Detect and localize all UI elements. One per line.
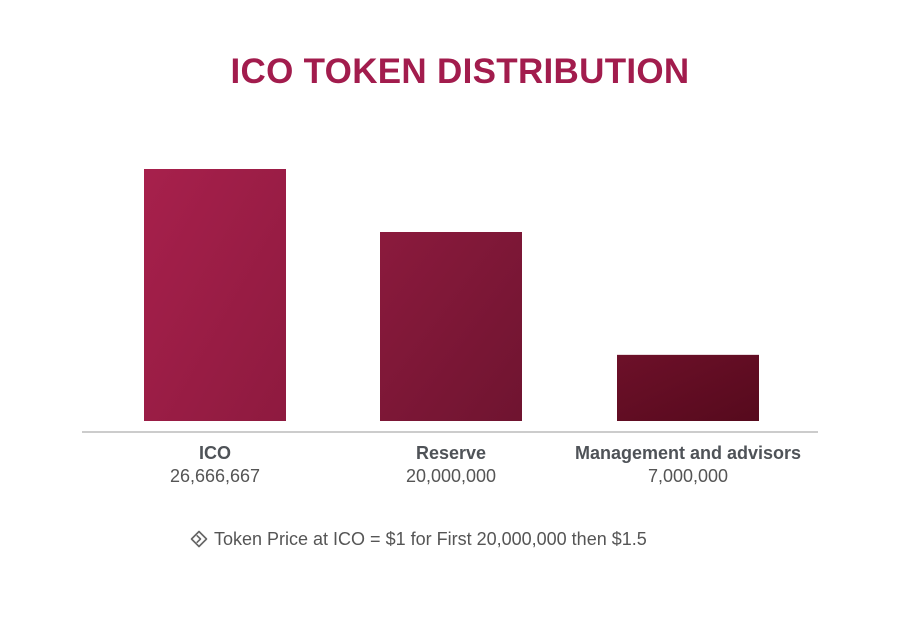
value-label-0: 26,666,667: [170, 466, 260, 486]
category-labels-layer: ICO 26,666,667 Reserve 20,000,000 Management…: [170, 443, 801, 486]
category-label-2: Management and advisors: [575, 443, 801, 463]
bar-1: [380, 232, 522, 421]
footnote: Token Price at ICO = $1 for First 20,000…: [190, 527, 647, 551]
chart-title: ICO TOKEN DISTRIBUTION: [230, 52, 690, 91]
bar-0: [144, 169, 286, 421]
category-label-0: ICO: [199, 443, 231, 463]
bars-layer: [144, 169, 759, 421]
value-label-2: 7,000,000: [648, 466, 728, 486]
footnote-text: Token Price at ICO = $1 for First 20,000…: [214, 528, 647, 549]
diamond-arrow-icon: [190, 530, 208, 548]
bar-2: [617, 354, 759, 421]
category-label-1: Reserve: [416, 443, 486, 463]
value-label-1: 20,000,000: [406, 466, 496, 486]
